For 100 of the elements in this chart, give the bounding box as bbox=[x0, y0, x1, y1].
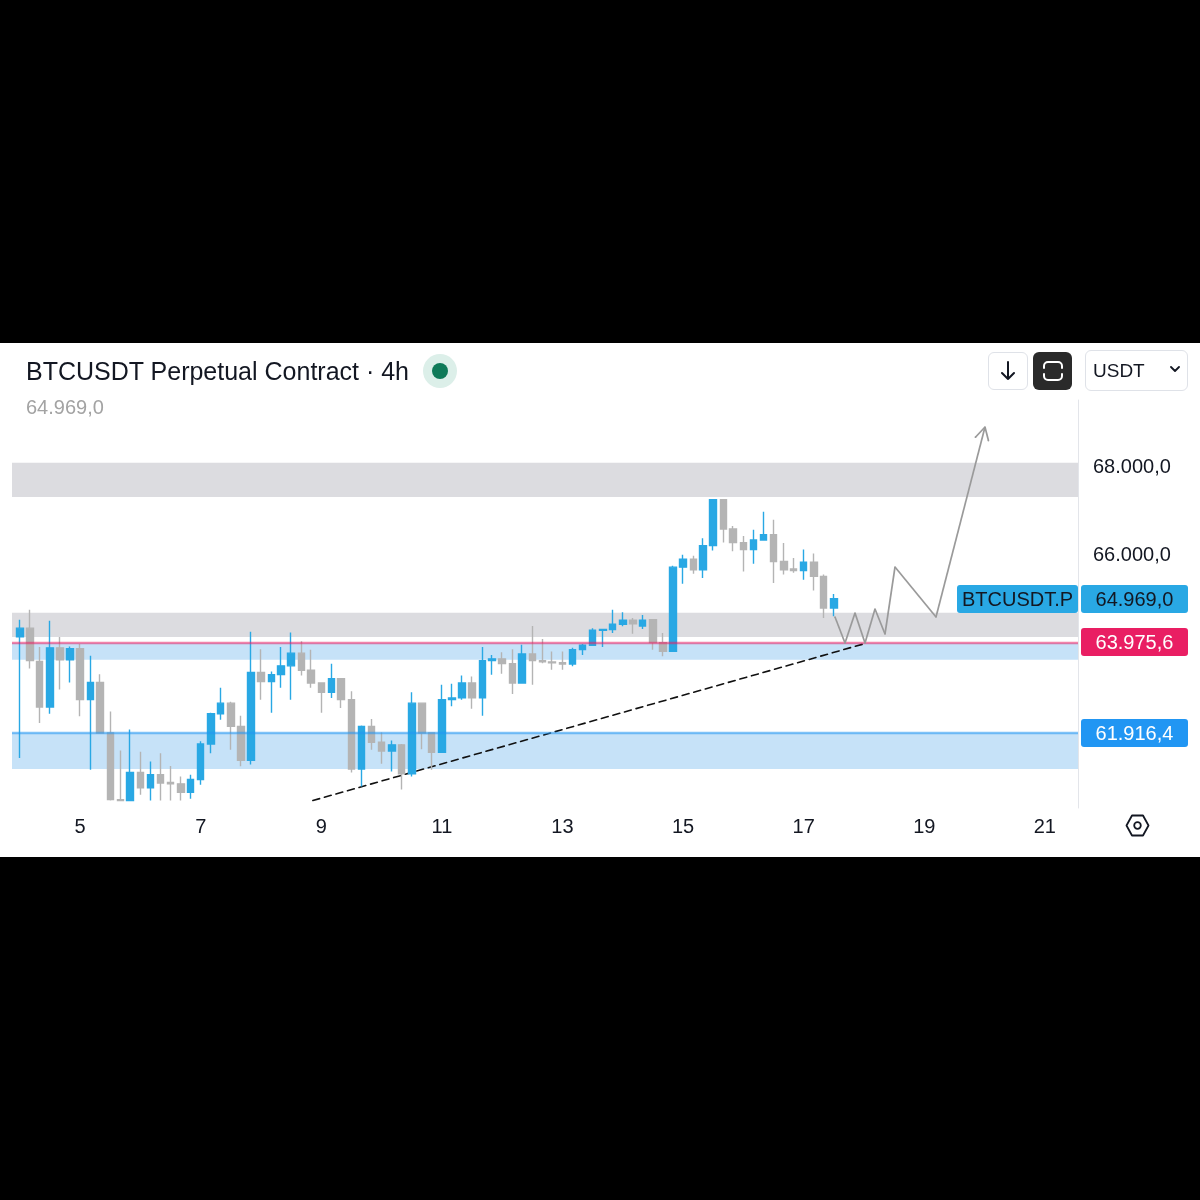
candlestick bbox=[467, 675, 477, 710]
x-tick-label: 7 bbox=[195, 815, 207, 837]
candlestick bbox=[698, 537, 708, 579]
candlestick bbox=[689, 555, 698, 575]
candlestick bbox=[547, 650, 557, 671]
candlestick bbox=[267, 670, 276, 714]
x-tick-label: 9 bbox=[315, 815, 327, 837]
candlestick bbox=[256, 648, 266, 701]
candlestick bbox=[487, 654, 497, 676]
candlestick bbox=[86, 655, 95, 771]
y-tick-label: 68.000,0 bbox=[1093, 454, 1171, 477]
candlestick bbox=[125, 728, 135, 802]
candlestick bbox=[648, 618, 658, 651]
x-tick-label: 11 bbox=[431, 815, 453, 837]
candlestick bbox=[739, 535, 748, 573]
candlestick bbox=[206, 712, 216, 754]
candlestick bbox=[427, 731, 436, 771]
candlestick bbox=[578, 643, 587, 656]
candlestick bbox=[809, 552, 819, 592]
text: BTCUSDT.P bbox=[957, 584, 1078, 613]
candlestick bbox=[186, 773, 195, 800]
candlestick bbox=[216, 687, 225, 721]
candlestick bbox=[508, 648, 517, 695]
candlestick bbox=[447, 683, 457, 707]
candlestick bbox=[558, 650, 567, 671]
candlestick bbox=[106, 710, 115, 802]
candlestick bbox=[708, 498, 718, 552]
candlestick bbox=[317, 681, 326, 714]
candlestick bbox=[35, 646, 44, 724]
candlestick bbox=[517, 644, 527, 685]
candlestick bbox=[789, 557, 798, 574]
x-tick-label: 19 bbox=[913, 815, 936, 837]
candlestick bbox=[377, 731, 386, 765]
candlestick bbox=[156, 752, 165, 802]
candlestick bbox=[417, 702, 427, 750]
x-tick-label: 17 bbox=[792, 815, 815, 837]
candlestick bbox=[25, 609, 35, 670]
candlestick bbox=[236, 715, 246, 768]
candlestick bbox=[45, 619, 55, 715]
candlestick bbox=[176, 775, 186, 802]
candlestick bbox=[678, 554, 688, 585]
candlestick bbox=[829, 593, 839, 617]
candlestick bbox=[478, 646, 487, 717]
candlestick bbox=[347, 690, 356, 774]
candlestick bbox=[276, 646, 286, 689]
candlestick bbox=[799, 548, 808, 581]
candlestick bbox=[728, 525, 738, 553]
candlestick bbox=[437, 684, 447, 754]
candlestick bbox=[749, 529, 758, 565]
candlestick bbox=[357, 724, 366, 788]
candlestick bbox=[638, 614, 647, 630]
candlestick bbox=[668, 565, 678, 653]
candlestick bbox=[628, 617, 638, 635]
candlestick bbox=[618, 611, 628, 628]
candlestick bbox=[116, 749, 125, 802]
candlestick bbox=[538, 638, 547, 664]
candlestick bbox=[407, 691, 417, 778]
candlestick bbox=[387, 739, 397, 773]
candlestick bbox=[146, 760, 155, 802]
candlestick bbox=[75, 643, 85, 718]
candlestick bbox=[246, 630, 256, 766]
candlestick bbox=[136, 751, 145, 796]
candlestick bbox=[336, 677, 346, 709]
candlestick bbox=[367, 718, 376, 751]
candlestick bbox=[598, 628, 608, 648]
candlestick bbox=[397, 743, 406, 791]
x-tick-label: 21 bbox=[1033, 815, 1056, 837]
candlestick bbox=[497, 651, 507, 675]
candlestick bbox=[769, 519, 778, 584]
x-tick-label: 5 bbox=[74, 815, 86, 837]
x-tick-label: 15 bbox=[671, 815, 695, 837]
candlestick bbox=[658, 632, 668, 657]
candlestick bbox=[55, 636, 65, 691]
ref-line-label: 61.916,4 bbox=[1081, 718, 1188, 747]
candlestick bbox=[528, 625, 537, 686]
candlestick bbox=[457, 674, 467, 701]
candlestick bbox=[166, 765, 175, 802]
candlestick bbox=[95, 673, 105, 734]
candlestick bbox=[226, 701, 236, 751]
candlestick bbox=[297, 640, 306, 677]
candlestick bbox=[286, 631, 296, 701]
candlestick bbox=[327, 662, 336, 699]
text: 64.969,0 bbox=[1095, 587, 1174, 610]
candlestick bbox=[608, 609, 617, 634]
candlestick bbox=[65, 645, 75, 684]
candlestick bbox=[779, 542, 789, 576]
chart-title: BTCUSDT Perpetual Contract · 4h bbox=[26, 356, 410, 386]
y-tick-label: 66.000,0 bbox=[1093, 542, 1171, 565]
candlestick bbox=[568, 647, 577, 667]
candlestick bbox=[819, 573, 828, 619]
ref-line-label: 63.975,6 bbox=[1081, 628, 1188, 657]
currency-dropdown: USDT bbox=[1085, 350, 1188, 391]
candlestick bbox=[306, 648, 316, 689]
chart-subtitle: 64.969,0 bbox=[26, 396, 104, 419]
candlestick bbox=[719, 498, 728, 544]
candlestick bbox=[759, 511, 768, 542]
x-tick-label: 13 bbox=[551, 815, 574, 837]
candlestick bbox=[196, 740, 205, 786]
candlestick bbox=[15, 619, 25, 759]
candlestick bbox=[588, 627, 597, 647]
